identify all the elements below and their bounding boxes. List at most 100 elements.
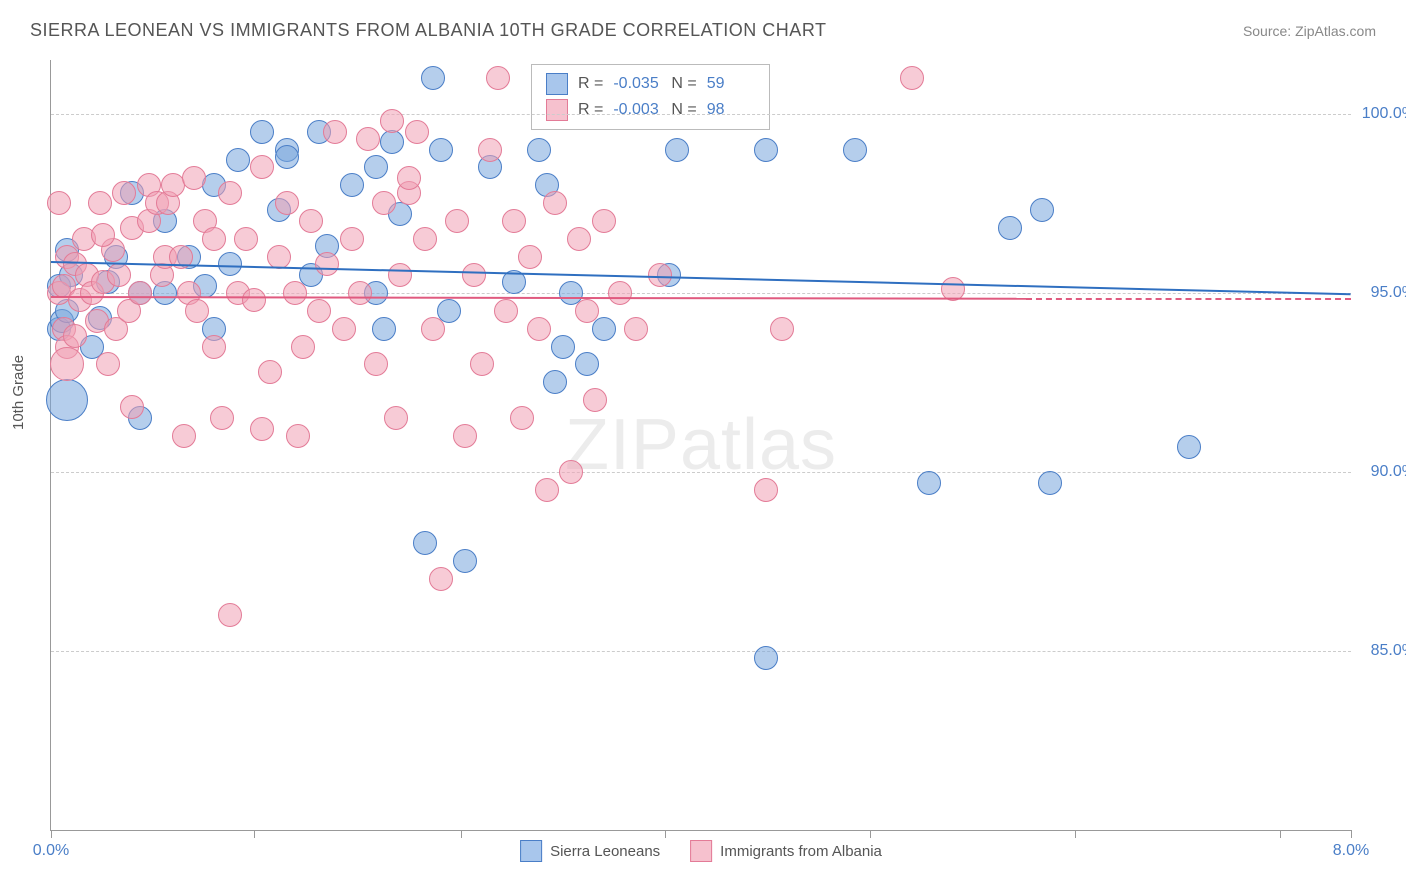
xtick [870, 830, 871, 838]
data-point [340, 173, 364, 197]
data-point [107, 263, 131, 287]
data-point [397, 166, 421, 190]
data-point [543, 191, 567, 215]
ytick-label: 95.0% [1371, 284, 1406, 302]
data-point [592, 317, 616, 341]
data-point [575, 299, 599, 323]
data-point [364, 352, 388, 376]
xtick-label: 0.0% [33, 842, 69, 860]
data-point [1030, 198, 1054, 222]
data-point [364, 155, 388, 179]
data-point [234, 227, 258, 251]
data-point [372, 191, 396, 215]
legend-label: Immigrants from Albania [720, 843, 882, 860]
bottom-legend: Sierra Leoneans Immigrants from Albania [520, 840, 882, 862]
data-point [46, 379, 88, 421]
xtick [1280, 830, 1281, 838]
gridline [51, 114, 1351, 115]
data-point [405, 120, 429, 144]
data-point [462, 263, 486, 287]
data-point [754, 138, 778, 162]
stats-row: R =-0.035N =59 [546, 71, 755, 97]
legend-swatch [546, 99, 568, 121]
r-label: R = [578, 75, 603, 93]
xtick [1075, 830, 1076, 838]
data-point [510, 406, 534, 430]
xtick [51, 830, 52, 838]
data-point [551, 335, 575, 359]
data-point [665, 138, 689, 162]
data-point [486, 66, 510, 90]
data-point [592, 209, 616, 233]
data-point [299, 209, 323, 233]
legend-item: Sierra Leoneans [520, 840, 660, 862]
data-point [502, 209, 526, 233]
data-point [494, 299, 518, 323]
legend-swatch [690, 840, 712, 862]
data-point [1177, 435, 1201, 459]
data-point [340, 227, 364, 251]
ytick-label: 85.0% [1371, 642, 1406, 660]
data-point [583, 388, 607, 412]
data-point [286, 424, 310, 448]
data-point [453, 549, 477, 573]
data-point [283, 281, 307, 305]
data-point [218, 181, 242, 205]
data-point [518, 245, 542, 269]
legend-item: Immigrants from Albania [690, 840, 882, 862]
data-point [527, 138, 551, 162]
gridline [51, 472, 1351, 473]
data-point [250, 417, 274, 441]
data-point [380, 109, 404, 133]
data-point [182, 166, 206, 190]
data-point [185, 299, 209, 323]
data-point [453, 424, 477, 448]
data-point [413, 531, 437, 555]
y-axis-label: 10th Grade [10, 355, 27, 430]
data-point [648, 263, 672, 287]
data-point [421, 317, 445, 341]
data-point [380, 130, 404, 154]
n-label: N = [671, 101, 696, 119]
data-point [47, 191, 71, 215]
data-point [900, 66, 924, 90]
legend-swatch [546, 73, 568, 95]
data-point [843, 138, 867, 162]
data-point [275, 191, 299, 215]
data-point [470, 352, 494, 376]
data-point [88, 191, 112, 215]
data-point [50, 347, 84, 381]
data-point [315, 252, 339, 276]
data-point [388, 263, 412, 287]
data-point [624, 317, 648, 341]
stats-row: R =-0.003N =98 [546, 97, 755, 123]
r-value: -0.035 [613, 75, 661, 93]
data-point [429, 567, 453, 591]
data-point [559, 460, 583, 484]
data-point [250, 155, 274, 179]
data-point [770, 317, 794, 341]
data-point [202, 227, 226, 251]
r-label: R = [578, 101, 603, 119]
chart-title: SIERRA LEONEAN VS IMMIGRANTS FROM ALBANI… [30, 20, 826, 41]
data-point [384, 406, 408, 430]
data-point [917, 471, 941, 495]
data-point [429, 138, 453, 162]
data-point [478, 138, 502, 162]
data-point [242, 288, 266, 312]
data-point [202, 335, 226, 359]
data-point [128, 281, 152, 305]
data-point [356, 127, 380, 151]
legend-swatch [520, 840, 542, 862]
data-point [348, 281, 372, 305]
data-point [218, 603, 242, 627]
data-point [267, 245, 291, 269]
data-point [998, 216, 1022, 240]
xtick [1351, 830, 1352, 838]
data-point [413, 227, 437, 251]
data-point [1038, 471, 1062, 495]
watermark: ZIPatlas [565, 404, 837, 486]
data-point [210, 406, 234, 430]
data-point [172, 424, 196, 448]
data-point [323, 120, 347, 144]
